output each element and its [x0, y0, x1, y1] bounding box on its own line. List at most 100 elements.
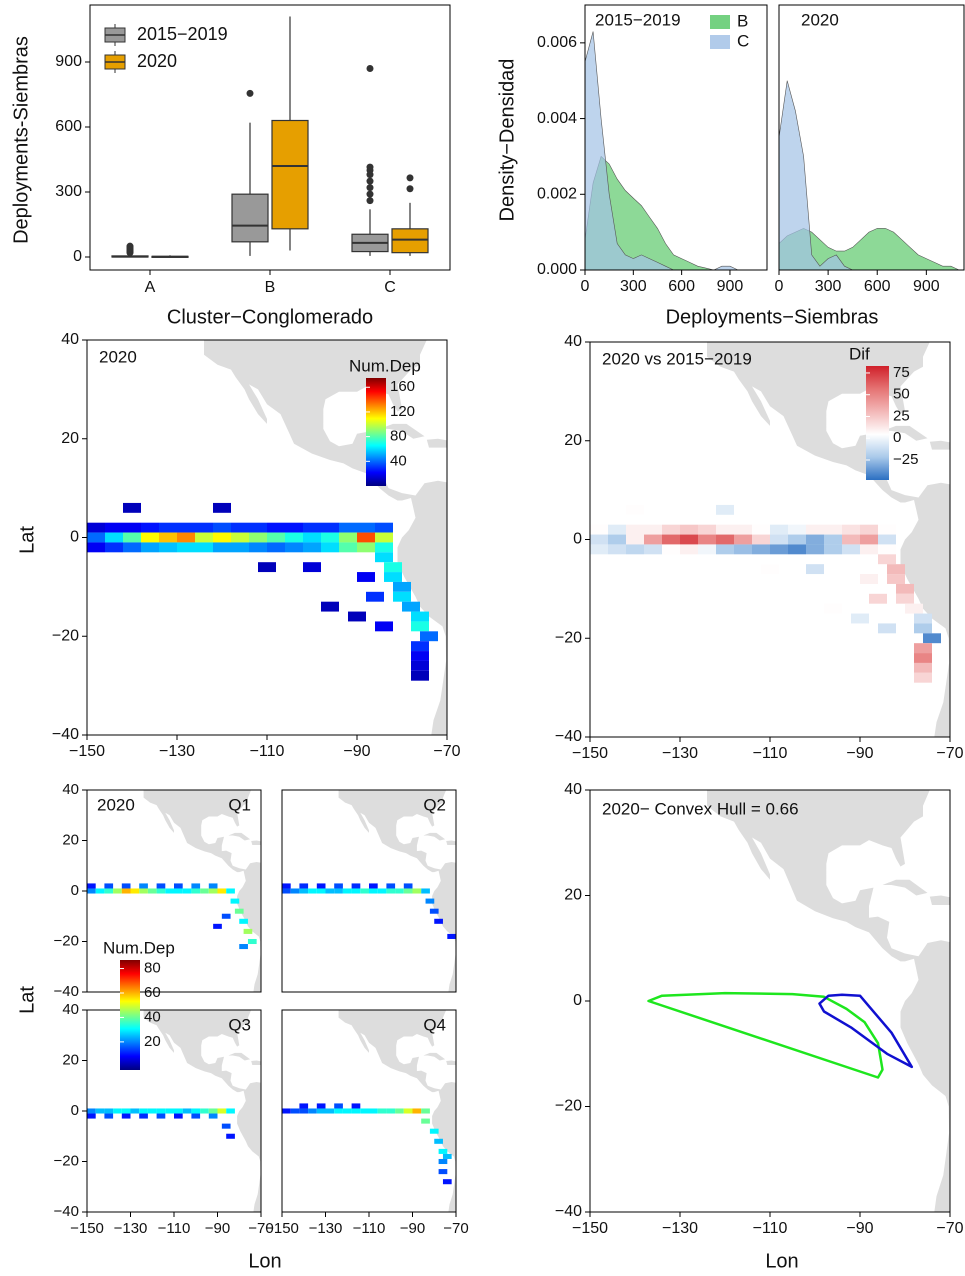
heat-cell — [878, 623, 896, 634]
x-axis-title: Lon — [248, 1250, 281, 1272]
heat-cell — [217, 1108, 227, 1114]
heat-cell — [869, 593, 887, 604]
y-tick-label: 0 — [573, 531, 582, 548]
outlier — [366, 190, 374, 198]
heat-cell — [195, 532, 213, 543]
x-tick-label: −70 — [433, 743, 460, 760]
heat-cell — [788, 544, 806, 555]
heat-cell — [421, 1118, 430, 1124]
heat-cell — [282, 1108, 291, 1114]
heat-cell — [375, 522, 393, 533]
outlier — [406, 185, 414, 193]
x-axis-title: Deployments−Siembras — [666, 306, 879, 328]
heat-cell — [351, 883, 361, 889]
panel-frame — [778, 4, 965, 271]
colorbar-title: Num.Dep — [349, 356, 421, 375]
x-tick-label: −110 — [353, 1220, 386, 1237]
y-tick-label: −40 — [54, 983, 79, 1000]
heat-cell — [878, 544, 896, 555]
heat-cell — [438, 1148, 448, 1154]
x-tick-label: B — [265, 279, 276, 296]
heat-cell — [357, 522, 375, 533]
heat-cell — [121, 883, 131, 889]
x-tick-label: −150 — [265, 1220, 299, 1237]
y-tick-label: 20 — [62, 1051, 79, 1068]
y-tick-label: 40 — [564, 333, 582, 350]
heat-cell — [299, 888, 309, 894]
panel-frame — [86, 1009, 262, 1213]
heat-cell — [174, 1108, 183, 1114]
heat-cell — [411, 641, 429, 652]
heat-cell — [165, 888, 174, 894]
heat-cell — [608, 534, 626, 545]
heat-cell — [231, 522, 249, 533]
x-tick-label: −90 — [400, 1220, 425, 1237]
panel-frame — [281, 1009, 457, 1213]
heat-cell — [842, 544, 860, 555]
y-axis-title: Deployments-Siembras — [10, 36, 32, 244]
heat-cell — [608, 544, 626, 555]
heat-cell — [896, 583, 914, 594]
y-axis-title: Density−Densidad — [496, 59, 518, 222]
heat-cell — [429, 908, 439, 914]
facet-title: Q1 — [228, 795, 251, 814]
colorbar-title: Dif — [849, 344, 870, 363]
x-tick-label: −130 — [662, 1220, 698, 1237]
heat-cell — [105, 542, 123, 553]
y-tick-label: 40 — [62, 1001, 79, 1018]
heat-cell — [208, 1108, 218, 1114]
heat-cell — [788, 534, 806, 545]
heat-cell — [231, 542, 249, 553]
colorbar-tick-label: 40 — [144, 1008, 161, 1025]
heat-cell — [105, 532, 123, 543]
heat-cell — [139, 1108, 148, 1114]
heat-cell — [442, 1179, 452, 1185]
heat-cell — [860, 544, 878, 555]
heat-cell — [386, 888, 396, 894]
heat-cell — [369, 888, 378, 894]
heat-cell — [375, 552, 393, 563]
heat-cell — [366, 591, 384, 602]
heat-cell — [139, 883, 148, 889]
heat-cell — [123, 502, 141, 513]
heat-cell — [303, 562, 321, 573]
heat-cell — [290, 888, 300, 894]
heat-cell — [316, 888, 326, 894]
colorbar-tick-label: −25 — [893, 451, 918, 468]
heat-cell — [182, 888, 192, 894]
heat-cell — [267, 532, 285, 543]
heat-cell — [447, 933, 456, 939]
y-tick-label: −40 — [52, 726, 79, 743]
colorbar-tick-label: 80 — [144, 960, 161, 977]
heat-cell — [282, 883, 291, 889]
legend-swatch — [710, 35, 730, 49]
heat-cell — [231, 532, 249, 543]
heat-cell — [159, 532, 177, 543]
heat-cell — [226, 888, 235, 894]
heat-cell — [914, 653, 932, 663]
heat-cell — [438, 1158, 448, 1165]
heat-cell — [369, 1108, 378, 1114]
heat-cell — [442, 1153, 452, 1159]
facet-title: Q4 — [423, 1015, 446, 1034]
heat-cell — [339, 542, 357, 553]
colorbar-tick-label: 0 — [893, 429, 901, 446]
outlier — [126, 242, 134, 250]
heat-cell — [384, 572, 402, 582]
heat-cell — [177, 542, 195, 553]
heat-cell — [395, 888, 404, 894]
heat-cell — [369, 883, 378, 889]
legend-swatch — [710, 15, 730, 29]
x-tick-label: −90 — [205, 1220, 230, 1237]
y-tick-label: 0 — [70, 529, 79, 546]
outlier — [366, 163, 374, 171]
x-tick-label: 300 — [620, 278, 647, 295]
heat-cell — [226, 1108, 235, 1114]
heat-cell — [357, 572, 375, 582]
x-tick-label: C — [384, 279, 396, 296]
heat-cell — [860, 524, 878, 535]
hull-polygon — [818, 993, 914, 1069]
panel-title: 2020 — [99, 347, 137, 366]
heat-cell — [608, 524, 626, 535]
heat-cell — [662, 544, 680, 555]
